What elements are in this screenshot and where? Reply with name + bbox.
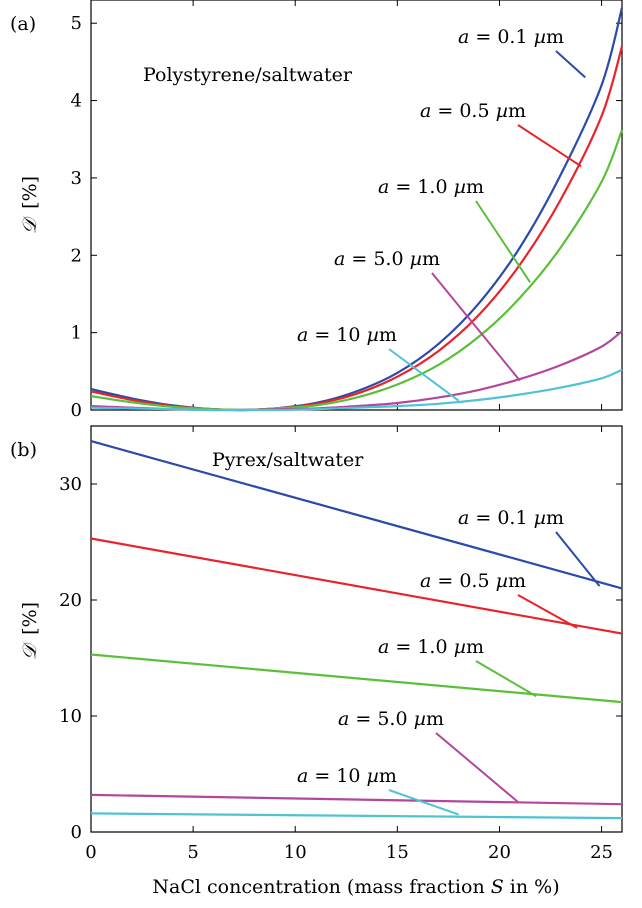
series-line-b-4 — [90, 812, 623, 820]
ticks-b: 0 5 10 15 20 25 0 10 20 30 — [59, 426, 622, 863]
y-tick-label: 10 — [59, 706, 82, 727]
x-tick-label: 5 — [187, 842, 198, 863]
leader-line-a-3 — [431, 272, 521, 382]
y-tick-label: 20 — [59, 590, 82, 611]
y-axis-unit-b: [%] — [19, 602, 41, 635]
y-tick-label: 5 — [71, 13, 82, 34]
series-line-b-0 — [90, 440, 623, 590]
series-label-a-0: a = 0.1 µm — [458, 26, 564, 48]
y-tick-label: 2 — [71, 245, 82, 266]
series-label-b-0: a = 0.1 µm — [458, 507, 564, 529]
series-label-a-1: a = 0.5 µm — [420, 100, 526, 122]
leader-line-b-1 — [517, 594, 578, 629]
leader-line-a-0 — [555, 50, 586, 79]
series-line-a-1 — [90, 46, 624, 412]
plot-frame-b — [90, 425, 623, 833]
panel-b: (b) Pyrex/saltwater 𝒟 [%] NaCl concentra… — [10, 425, 623, 898]
svg-text:𝒟 [%]: 𝒟 [%] — [19, 602, 41, 660]
annotations-a: a = 0.1 µm a = 0.5 µm a = 1.0 µm a = 5.0 µm… — [297, 26, 586, 402]
y-tick-label: 1 — [71, 323, 82, 344]
panel-annotation-b: Pyrex/saltwater — [212, 449, 364, 471]
y-axis-label-a: 𝒟 [%] — [19, 176, 41, 234]
ticks-a: 0 1 2 3 4 5 — [71, 0, 622, 421]
series-line-a-2 — [90, 129, 624, 412]
series-label-a-2: a = 1.0 µm — [378, 176, 484, 198]
leader-line-a-1 — [517, 124, 582, 168]
series-line-b-3 — [90, 793, 623, 806]
series-line-a-4 — [90, 368, 623, 412]
series-b — [90, 440, 623, 820]
panel-label-b: (b) — [10, 439, 37, 461]
y-tick-label: 0 — [71, 822, 82, 843]
y-tick-label: 0 — [71, 400, 82, 421]
series-label-b-3: a = 5.0 µm — [338, 708, 444, 730]
x-tick-label: 20 — [488, 842, 511, 863]
series-line-b-2 — [90, 653, 623, 704]
series-line-b-1 — [90, 537, 623, 635]
series-label-b-2: a = 1.0 µm — [378, 636, 484, 658]
plot-frame-a — [90, 0, 623, 411]
panel-a: (a) Polystyrene/saltwater 𝒟 [%] 0 1 2 3 4 5 a… — [10, 0, 624, 421]
y-tick-label: 4 — [71, 91, 82, 112]
annotations-b: a = 0.1 µm a = 0.5 µm a = 1.0 µm a = 5.0 µm… — [297, 507, 601, 816]
panel-annotation-a: Polystyrene/saltwater — [143, 64, 353, 86]
x-tick-label: 25 — [590, 842, 613, 863]
y-axis-symbol-b: 𝒟 — [19, 641, 41, 660]
y-axis-unit-a: [%] — [19, 176, 41, 209]
series-label-a-4: a = 10 µm — [297, 324, 397, 346]
x-tick-label: 0 — [85, 842, 96, 863]
leader-line-a-4 — [388, 348, 460, 402]
series-label-b-4: a = 10 µm — [297, 765, 397, 787]
x-axis-label: NaCl concentration (mass fraction S in %… — [152, 876, 559, 898]
x-tick-label: 15 — [386, 842, 409, 863]
leader-line-b-4 — [388, 789, 459, 816]
y-axis-label-b: 𝒟 [%] — [19, 602, 41, 660]
leader-line-a-2 — [475, 200, 531, 283]
panel-label-a: (a) — [10, 13, 36, 35]
y-tick-label: 30 — [59, 474, 82, 495]
series-label-a-3: a = 5.0 µm — [334, 248, 440, 270]
leader-line-b-2 — [475, 660, 537, 698]
y-axis-symbol-a: 𝒟 — [19, 215, 41, 234]
leader-line-b-3 — [435, 732, 519, 803]
leader-line-b-0 — [555, 531, 601, 587]
svg-text:𝒟 [%]: 𝒟 [%] — [19, 176, 41, 234]
series-a — [90, 7, 624, 412]
y-tick-label: 3 — [71, 168, 82, 189]
series-label-b-1: a = 0.5 µm — [420, 570, 526, 592]
x-tick-label: 10 — [284, 842, 307, 863]
